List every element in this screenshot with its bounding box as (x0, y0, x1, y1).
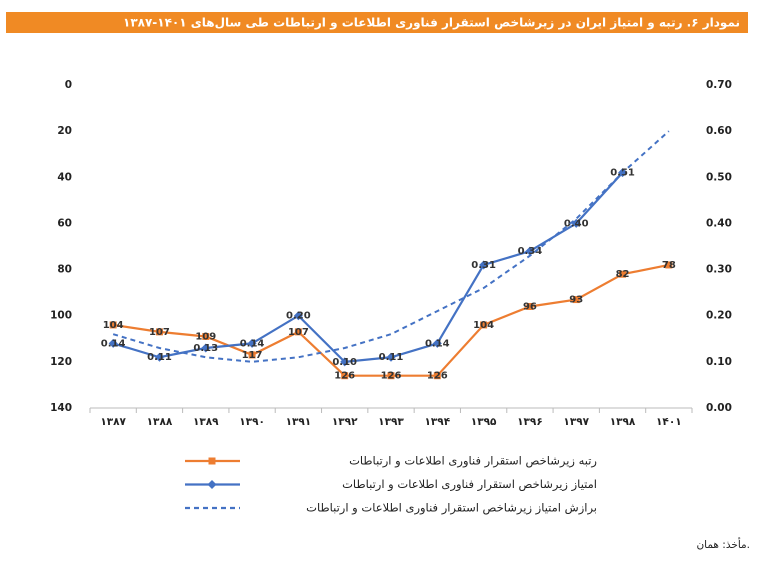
data-label: 0.14 (101, 338, 126, 349)
data-label: 126 (334, 371, 355, 382)
marker (248, 351, 256, 359)
x-tick-label: ۱۳۹۸ (610, 416, 636, 428)
data-label: 0.13 (193, 343, 218, 354)
marker (202, 332, 210, 340)
series-line (112, 171, 624, 364)
x-tick-label: ۱۴۰۱ (656, 416, 682, 428)
x-tick-label: ۱۳۹۶ (517, 416, 543, 428)
legend-label: رتبه زیرشاخص استقرار فناوری اطلاعات و ار… (349, 454, 597, 469)
y-tick-label: 100 (50, 310, 72, 322)
marker (109, 321, 117, 329)
marker (154, 352, 164, 362)
data-label: 126 (427, 371, 448, 382)
marker (386, 352, 396, 362)
data-label: 104 (103, 320, 124, 331)
chart-title: نمودار ۶. رتبه و امتیاز ایران در زیرشاخص… (123, 16, 740, 31)
data-label: 0.11 (379, 352, 404, 363)
data-label: 0.20 (286, 311, 311, 322)
marker (341, 372, 349, 380)
x-tick-label: ۱۳۹۱ (286, 416, 312, 428)
marker (480, 321, 488, 329)
y2-tick-label: 0.00 (706, 402, 732, 414)
x-tick-label: ۱۳۹۵ (471, 416, 497, 428)
marker (479, 260, 489, 270)
data-label: 0.40 (564, 218, 589, 229)
x-tick-label: ۱۳۹۳ (378, 416, 404, 428)
data-label: 107 (288, 327, 309, 338)
marker (432, 338, 442, 348)
marker (433, 372, 441, 380)
marker (572, 296, 580, 304)
y-tick-label: 0 (65, 79, 72, 91)
marker (201, 343, 211, 353)
source-note: مأخذ: همان. (696, 537, 750, 551)
x-tick-label: ۱۳۸۸ (147, 416, 173, 428)
marker (387, 372, 395, 380)
marker (294, 328, 302, 336)
data-label: 0.14 (240, 338, 265, 349)
y2-tick-label: 0.20 (706, 310, 732, 322)
x-tick-label: ۱۳۸۷ (100, 416, 126, 428)
data-label: 107 (149, 327, 170, 338)
marker (293, 311, 303, 321)
y2-tick-label: 0.30 (706, 264, 732, 276)
y2-tick-label: 0.10 (706, 356, 732, 368)
data-label: 96 (523, 301, 537, 312)
marker (525, 246, 535, 256)
marker (208, 457, 216, 465)
x-tick-label: ۱۳۹۴ (424, 416, 450, 428)
legend-label: برازش امتیاز زیرشاخص استقرار فناوری اطلا… (306, 501, 597, 516)
y2-tick-label: 0.40 (706, 217, 732, 229)
marker (665, 261, 673, 269)
y-tick-label: 80 (57, 264, 72, 276)
y-tick-label: 20 (57, 125, 72, 137)
y-tick-label: 40 (57, 171, 72, 183)
data-label: 93 (569, 295, 583, 306)
x-tick-label: ۱۳۹۰ (239, 416, 265, 428)
data-label: 78 (662, 260, 676, 271)
data-label: 126 (381, 371, 402, 382)
data-label: 117 (242, 350, 263, 361)
legend-label: امتیاز زیرشاخص استقرار فناوری اطلاعات و … (342, 477, 597, 492)
marker (155, 328, 163, 336)
data-label: 0.11 (147, 352, 172, 363)
data-label: 104 (473, 320, 494, 331)
y-tick-label: 120 (50, 356, 72, 368)
y-tick-label: 140 (50, 402, 72, 414)
title-bar (6, 12, 748, 33)
trend-line (112, 130, 670, 363)
x-tick-label: ۱۳۸۹ (193, 416, 219, 428)
data-label: 0.31 (471, 260, 496, 271)
x-tick-label: ۱۳۹۲ (332, 416, 358, 428)
data-label: 0.10 (332, 357, 357, 368)
x-tick-label: ۱۳۹۷ (563, 416, 589, 428)
data-label: 0.14 (425, 338, 450, 349)
marker (108, 338, 118, 348)
y2-tick-label: 0.50 (706, 171, 732, 183)
marker (619, 270, 627, 278)
marker (247, 338, 257, 348)
marker (340, 357, 350, 367)
data-label: 82 (616, 269, 630, 280)
y2-tick-label: 0.60 (706, 125, 732, 137)
data-label: 109 (195, 331, 216, 342)
y-tick-label: 60 (57, 217, 72, 229)
marker (526, 302, 534, 310)
data-label: 0.34 (518, 246, 543, 257)
marker (207, 480, 217, 489)
marker (571, 218, 581, 228)
y2-tick-label: 0.70 (706, 79, 732, 91)
